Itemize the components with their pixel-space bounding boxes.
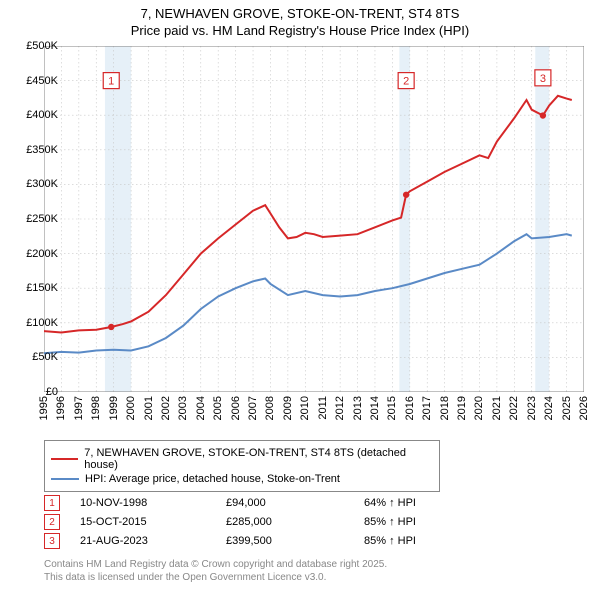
x-tick-label: 1999 <box>108 396 120 420</box>
sale-price-2: £285,000 <box>226 516 364 528</box>
x-tick-label: 2025 <box>561 396 573 420</box>
sale-marker-3: 3 <box>44 533 60 549</box>
x-tick-label: 2021 <box>491 396 503 420</box>
sales-row-2: 2 15-OCT-2015 £285,000 85% ↑ HPI <box>44 514 484 530</box>
footer-line-2: This data is licensed under the Open Gov… <box>44 571 387 584</box>
x-tick-label: 2019 <box>456 396 468 420</box>
sales-row-3: 3 21-AUG-2023 £399,500 85% ↑ HPI <box>44 533 484 549</box>
legend-row-property: 7, NEWHAVEN GROVE, STOKE-ON-TRENT, ST4 8… <box>51 447 433 471</box>
sale-hpi-2: 85% ↑ HPI <box>364 516 484 528</box>
x-tick-label: 2000 <box>125 396 137 420</box>
x-tick-label: 2004 <box>195 396 207 420</box>
sale-date-2: 15-OCT-2015 <box>80 516 226 528</box>
sale-price-1: £94,000 <box>226 497 364 509</box>
legend: 7, NEWHAVEN GROVE, STOKE-ON-TRENT, ST4 8… <box>44 440 440 492</box>
y-tick-label: £50K <box>32 351 58 363</box>
x-tick-label: 2008 <box>264 396 276 420</box>
x-tick-label: 1995 <box>38 396 50 420</box>
svg-text:1: 1 <box>108 76 114 88</box>
chart-area: 1 2 3 <box>44 46 584 392</box>
footer-line-1: Contains HM Land Registry data © Crown c… <box>44 558 387 571</box>
x-tick-label: 2020 <box>473 396 485 420</box>
y-tick-label: £400K <box>26 109 58 121</box>
y-tick-label: £200K <box>26 248 58 260</box>
title-block: 7, NEWHAVEN GROVE, STOKE-ON-TRENT, ST4 8… <box>0 0 600 40</box>
legend-label-property: 7, NEWHAVEN GROVE, STOKE-ON-TRENT, ST4 8… <box>84 447 433 471</box>
svg-text:2: 2 <box>403 76 409 88</box>
title-subtitle: Price paid vs. HM Land Registry's House … <box>0 23 600 40</box>
title-address: 7, NEWHAVEN GROVE, STOKE-ON-TRENT, ST4 8… <box>0 6 600 23</box>
y-tick-label: £500K <box>26 40 58 52</box>
chart-container: 7, NEWHAVEN GROVE, STOKE-ON-TRENT, ST4 8… <box>0 0 600 590</box>
x-tick-label: 2012 <box>334 396 346 420</box>
y-tick-label: £150K <box>26 282 58 294</box>
x-tick-label: 2026 <box>578 396 590 420</box>
y-tick-label: £250K <box>26 213 58 225</box>
x-tick-label: 2011 <box>317 396 329 420</box>
legend-swatch-property <box>51 458 78 460</box>
sale-price-3: £399,500 <box>226 535 364 547</box>
sale-date-1: 10-NOV-1998 <box>80 497 226 509</box>
x-tick-label: 2007 <box>247 396 259 420</box>
y-tick-label: £350K <box>26 144 58 156</box>
legend-row-hpi: HPI: Average price, detached house, Stok… <box>51 473 433 485</box>
x-tick-label: 2013 <box>352 396 364 420</box>
sale-marker-2: 2 <box>44 514 60 530</box>
legend-label-hpi: HPI: Average price, detached house, Stok… <box>85 473 340 485</box>
x-tick-label: 2006 <box>230 396 242 420</box>
x-tick-label: 2016 <box>404 396 416 420</box>
chart-svg: 1 2 3 <box>44 46 584 392</box>
sales-table: 1 10-NOV-1998 £94,000 64% ↑ HPI 2 15-OCT… <box>44 492 484 552</box>
sales-row-1: 1 10-NOV-1998 £94,000 64% ↑ HPI <box>44 495 484 511</box>
footer: Contains HM Land Registry data © Crown c… <box>44 558 387 584</box>
x-tick-label: 1998 <box>90 396 102 420</box>
x-tick-label: 2014 <box>369 396 381 420</box>
legend-swatch-hpi <box>51 478 79 480</box>
x-tick-label: 1996 <box>55 396 67 420</box>
x-tick-label: 2024 <box>543 396 555 420</box>
x-tick-label: 2018 <box>439 396 451 420</box>
x-tick-label: 2015 <box>386 396 398 420</box>
x-tick-label: 2017 <box>421 396 433 420</box>
y-tick-label: £300K <box>26 178 58 190</box>
x-tick-label: 2023 <box>526 396 538 420</box>
x-tick-label: 2002 <box>160 396 172 420</box>
x-tick-label: 1997 <box>73 396 85 420</box>
svg-text:3: 3 <box>540 73 546 85</box>
x-tick-label: 2022 <box>508 396 520 420</box>
x-tick-label: 2009 <box>282 396 294 420</box>
x-tick-label: 2005 <box>212 396 224 420</box>
x-tick-label: 2001 <box>143 396 155 420</box>
x-tick-label: 2010 <box>299 396 311 420</box>
sale-hpi-1: 64% ↑ HPI <box>364 497 484 509</box>
sale-hpi-3: 85% ↑ HPI <box>364 535 484 547</box>
x-tick-label: 2003 <box>177 396 189 420</box>
y-tick-label: £100K <box>26 317 58 329</box>
sale-date-3: 21-AUG-2023 <box>80 535 226 547</box>
y-tick-label: £450K <box>26 75 58 87</box>
sale-marker-1: 1 <box>44 495 60 511</box>
